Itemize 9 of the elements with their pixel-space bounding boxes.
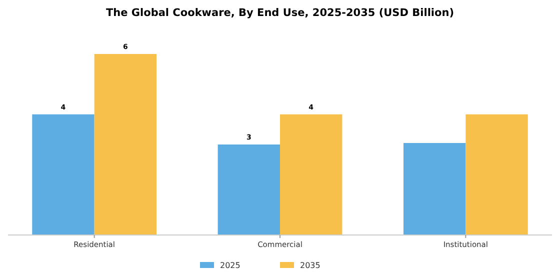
bar [403, 142, 466, 235]
bar [94, 54, 157, 235]
chart-title: The Global Cookware, By End Use, 2025-2035 (USD Billion) [106, 7, 454, 19]
bar [280, 114, 342, 235]
legend-label: 2035 [300, 261, 320, 270]
bar [218, 144, 280, 235]
bar [32, 114, 94, 235]
bar [466, 114, 528, 235]
legend-label: 2025 [220, 261, 240, 270]
